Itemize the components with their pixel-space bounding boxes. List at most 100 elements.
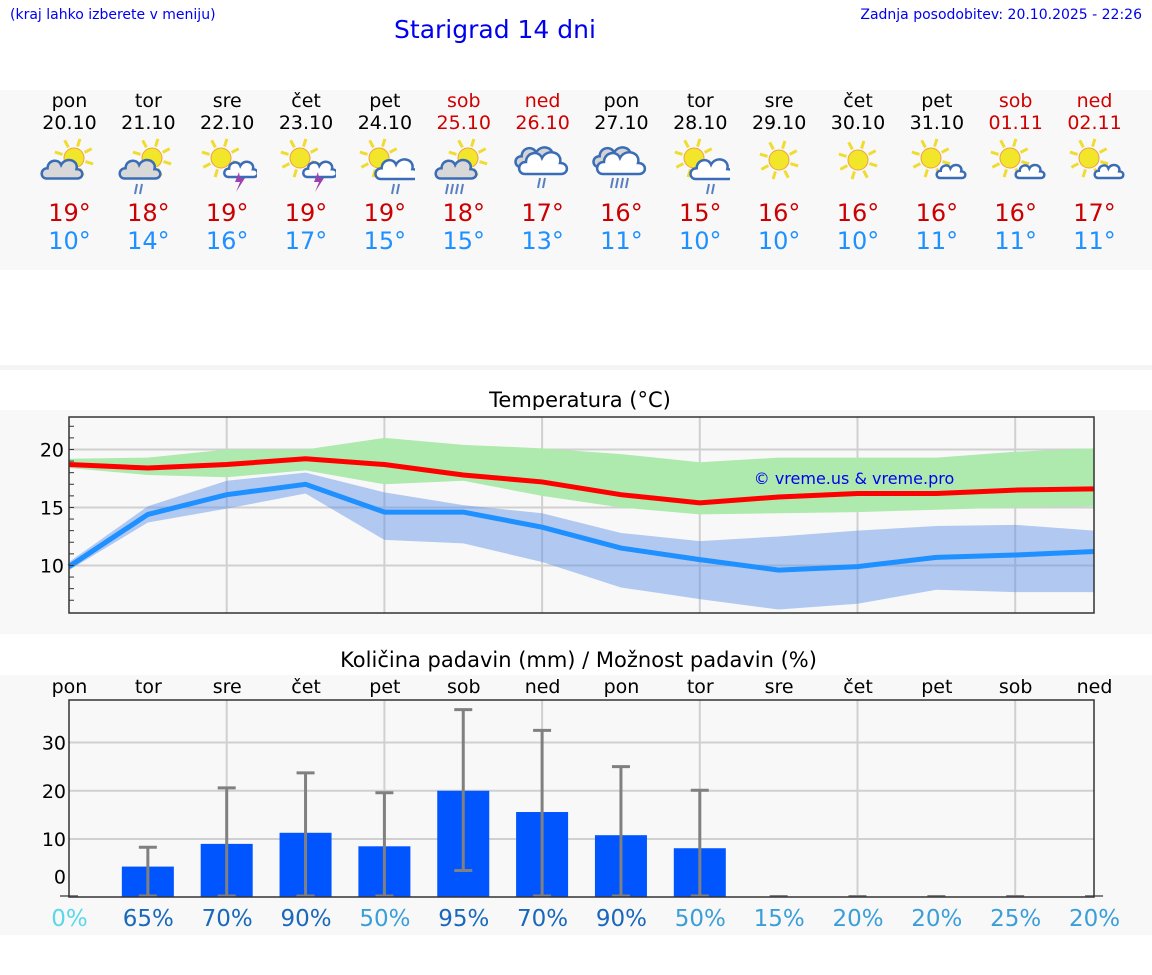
max-temp: 18° xyxy=(127,199,170,227)
precip-day-label: tor xyxy=(686,676,714,698)
sun-ray xyxy=(920,139,927,149)
min-temp: 11° xyxy=(1073,227,1116,255)
sun-ray xyxy=(1011,138,1018,147)
max-temp: 19° xyxy=(284,199,328,227)
page-title: Starigrad 14 dni xyxy=(394,15,596,44)
sun-thunder-icon xyxy=(280,138,338,192)
sun-ray xyxy=(1020,160,1030,166)
sun-ray xyxy=(469,138,476,147)
day-name: pon xyxy=(603,90,640,112)
precipitation-chart-title: Količina padavin (mm) / Možnost padavin … xyxy=(340,648,817,672)
precip-day-label: sre xyxy=(764,676,794,698)
sun-ray xyxy=(838,152,847,158)
sun-ray xyxy=(991,162,1000,169)
sun-icon xyxy=(759,140,799,180)
rain-drop xyxy=(615,177,620,189)
last-updated: Zadnja posodobitev: 20.10.2025 - 22:26 xyxy=(860,7,1142,23)
sun-small-cloud-icon xyxy=(1068,138,1125,180)
max-temp: 19° xyxy=(363,199,407,227)
sun-ray xyxy=(292,169,298,178)
sun-ray xyxy=(1077,139,1085,149)
rain-drop xyxy=(459,183,464,195)
sun-ray xyxy=(302,138,308,147)
sun-cloud-heavy-rain-icon xyxy=(434,138,488,195)
precipitation-chart: 0 10 20 30 xyxy=(0,675,1152,935)
lightning-bolt xyxy=(314,172,325,192)
sun-ray xyxy=(1098,147,1107,154)
cloud xyxy=(223,160,260,179)
precip-probability: 20% xyxy=(911,906,963,932)
sun-ray xyxy=(75,138,81,147)
y-tick-label: 15 xyxy=(40,497,64,519)
max-temp-line xyxy=(68,456,1095,506)
sun-ray xyxy=(359,150,368,156)
lightning-bolt xyxy=(235,172,246,192)
sun-ray xyxy=(1019,147,1029,154)
cloud xyxy=(302,160,338,179)
sun-ray xyxy=(1099,160,1109,166)
sun-ray xyxy=(457,139,464,149)
sun-ray xyxy=(768,141,775,151)
y-tick-label: 20 xyxy=(42,781,66,803)
temperature-chart: 10 15 20 © vreme.us & vreme.pro xyxy=(0,410,1152,634)
sun-ray xyxy=(309,147,319,154)
sun-ray xyxy=(1070,162,1079,169)
sun-ray xyxy=(911,150,920,156)
day-name: pet xyxy=(369,90,401,112)
cloud xyxy=(596,151,647,176)
rain-drop xyxy=(536,177,541,189)
day-date: 01.11 xyxy=(988,112,1043,134)
sun-ray xyxy=(83,147,92,154)
max-temp: 16° xyxy=(994,199,1037,227)
sun-ray xyxy=(53,150,63,156)
precip-probability: 90% xyxy=(595,906,647,932)
sun-ray xyxy=(289,139,296,149)
day-date: 21.10 xyxy=(121,112,176,134)
day-name: ned xyxy=(524,90,561,112)
precip-day-label: pet xyxy=(369,676,401,698)
day-date: 20.10 xyxy=(42,112,97,134)
day-name: sre xyxy=(212,90,242,112)
weather-icon-sun xyxy=(740,138,819,198)
sun-ray xyxy=(1002,169,1008,178)
rain-drop xyxy=(541,177,546,189)
precip-probability: 65% xyxy=(122,906,174,932)
sun-ray xyxy=(388,147,398,154)
weather-icon-sun-small-cloud xyxy=(1055,138,1134,198)
sun-ray xyxy=(912,162,921,169)
rain-drop xyxy=(625,177,630,189)
precip-probability: 20% xyxy=(1068,906,1121,932)
weather-icon-cloud-rain xyxy=(503,138,582,198)
rain-drop xyxy=(395,183,400,195)
day-date: 27.10 xyxy=(594,112,649,134)
precip-day-label: pon xyxy=(603,676,640,698)
temperature-chart-title: Temperatura (°C) xyxy=(489,388,671,412)
precip-probability: 50% xyxy=(674,906,726,932)
sun-ray xyxy=(850,171,856,180)
day-name: tor xyxy=(134,90,162,112)
min-range-band xyxy=(69,472,1095,610)
sun-ray xyxy=(1090,138,1096,147)
day-date: 26.10 xyxy=(515,112,570,134)
sun-disc xyxy=(847,149,869,171)
sun-ray xyxy=(1068,150,1078,156)
precip-day-label: sob xyxy=(998,676,1033,698)
sun-ray xyxy=(867,149,877,156)
day-date: 02.11 xyxy=(1067,112,1122,134)
precip-probability: 95% xyxy=(438,906,490,932)
weather-icon-sun-thunder xyxy=(267,138,346,198)
weather-icon-sun-cloud-light-rain xyxy=(109,138,188,198)
day-date: 29.10 xyxy=(751,112,807,134)
min-temp: 15° xyxy=(442,227,486,255)
rain-drop xyxy=(620,177,625,189)
sun-disc xyxy=(210,147,232,169)
precip-probability: 50% xyxy=(359,906,411,932)
max-temp: 16° xyxy=(915,199,959,227)
precip-probability: 25% xyxy=(990,906,1042,932)
precip-day-label: čet xyxy=(843,676,873,698)
sun-disc xyxy=(768,149,790,171)
sun-ray xyxy=(869,162,878,168)
weather-icon-sun-small-cloud xyxy=(976,138,1055,198)
sun-ray xyxy=(448,150,457,156)
cloud xyxy=(434,158,478,180)
